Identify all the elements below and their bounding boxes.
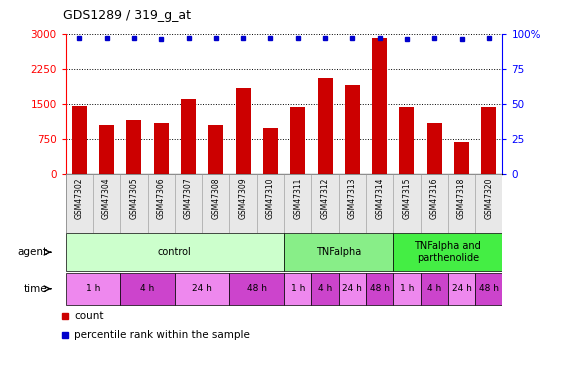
- Bar: [372, 39, 387, 174]
- Text: 4 h: 4 h: [427, 284, 441, 293]
- Text: 1 h: 1 h: [86, 284, 100, 293]
- Bar: [448, 273, 475, 305]
- Text: GSM47312: GSM47312: [320, 177, 329, 219]
- Text: 4 h: 4 h: [140, 284, 155, 293]
- Bar: [345, 86, 360, 174]
- Text: 4 h: 4 h: [318, 284, 332, 293]
- Bar: [230, 273, 284, 305]
- Text: agent: agent: [17, 247, 47, 257]
- Text: GSM47308: GSM47308: [211, 177, 220, 219]
- Bar: [393, 233, 502, 271]
- Bar: [454, 142, 469, 174]
- Text: count: count: [74, 311, 103, 321]
- Text: GSM47302: GSM47302: [75, 177, 84, 219]
- Text: GSM47318: GSM47318: [457, 177, 466, 219]
- Bar: [400, 107, 415, 174]
- Text: 1 h: 1 h: [400, 284, 414, 293]
- Text: 1 h: 1 h: [291, 284, 305, 293]
- Text: GDS1289 / 319_g_at: GDS1289 / 319_g_at: [63, 9, 191, 22]
- Bar: [236, 88, 251, 174]
- Text: GSM47316: GSM47316: [430, 177, 439, 219]
- Bar: [339, 174, 366, 232]
- Bar: [290, 107, 305, 174]
- Bar: [481, 107, 496, 174]
- Bar: [366, 273, 393, 305]
- Text: GSM47307: GSM47307: [184, 177, 193, 219]
- Bar: [181, 99, 196, 174]
- Text: control: control: [158, 247, 192, 257]
- Bar: [393, 174, 421, 232]
- Text: GSM47310: GSM47310: [266, 177, 275, 219]
- Text: GSM47313: GSM47313: [348, 177, 357, 219]
- Bar: [284, 174, 311, 232]
- Text: 48 h: 48 h: [247, 284, 267, 293]
- Bar: [154, 123, 168, 174]
- Bar: [202, 174, 230, 232]
- Bar: [263, 128, 278, 174]
- Bar: [175, 174, 202, 232]
- Text: TNFalpha: TNFalpha: [316, 247, 361, 257]
- Text: 24 h: 24 h: [452, 284, 472, 293]
- Text: time: time: [23, 284, 47, 294]
- Text: GSM47320: GSM47320: [484, 177, 493, 219]
- Bar: [448, 174, 475, 232]
- Text: GSM47304: GSM47304: [102, 177, 111, 219]
- Bar: [427, 123, 442, 174]
- Text: GSM47309: GSM47309: [239, 177, 248, 219]
- Bar: [339, 273, 366, 305]
- Bar: [230, 174, 257, 232]
- Bar: [72, 106, 87, 174]
- Bar: [284, 233, 393, 271]
- Text: GSM47315: GSM47315: [403, 177, 412, 219]
- Text: GSM47305: GSM47305: [130, 177, 138, 219]
- Bar: [175, 273, 230, 305]
- Bar: [208, 125, 223, 174]
- Bar: [66, 233, 284, 271]
- Text: GSM47311: GSM47311: [293, 177, 302, 219]
- Bar: [284, 273, 311, 305]
- Bar: [366, 174, 393, 232]
- Text: 24 h: 24 h: [192, 284, 212, 293]
- Bar: [66, 174, 93, 232]
- Bar: [66, 273, 120, 305]
- Bar: [421, 273, 448, 305]
- Bar: [317, 78, 332, 174]
- Text: TNFalpha and
parthenolide: TNFalpha and parthenolide: [415, 242, 481, 263]
- Bar: [475, 174, 502, 232]
- Text: percentile rank within the sample: percentile rank within the sample: [74, 330, 250, 339]
- Bar: [475, 273, 502, 305]
- Text: 24 h: 24 h: [343, 284, 362, 293]
- Bar: [120, 273, 175, 305]
- Bar: [393, 273, 421, 305]
- Bar: [99, 125, 114, 174]
- Bar: [421, 174, 448, 232]
- Text: GSM47314: GSM47314: [375, 177, 384, 219]
- Text: 48 h: 48 h: [479, 284, 499, 293]
- Bar: [311, 273, 339, 305]
- Text: GSM47306: GSM47306: [156, 177, 166, 219]
- Bar: [147, 174, 175, 232]
- Bar: [257, 174, 284, 232]
- Bar: [120, 174, 147, 232]
- Bar: [126, 120, 142, 174]
- Text: 48 h: 48 h: [369, 284, 389, 293]
- Bar: [93, 174, 120, 232]
- Bar: [311, 174, 339, 232]
